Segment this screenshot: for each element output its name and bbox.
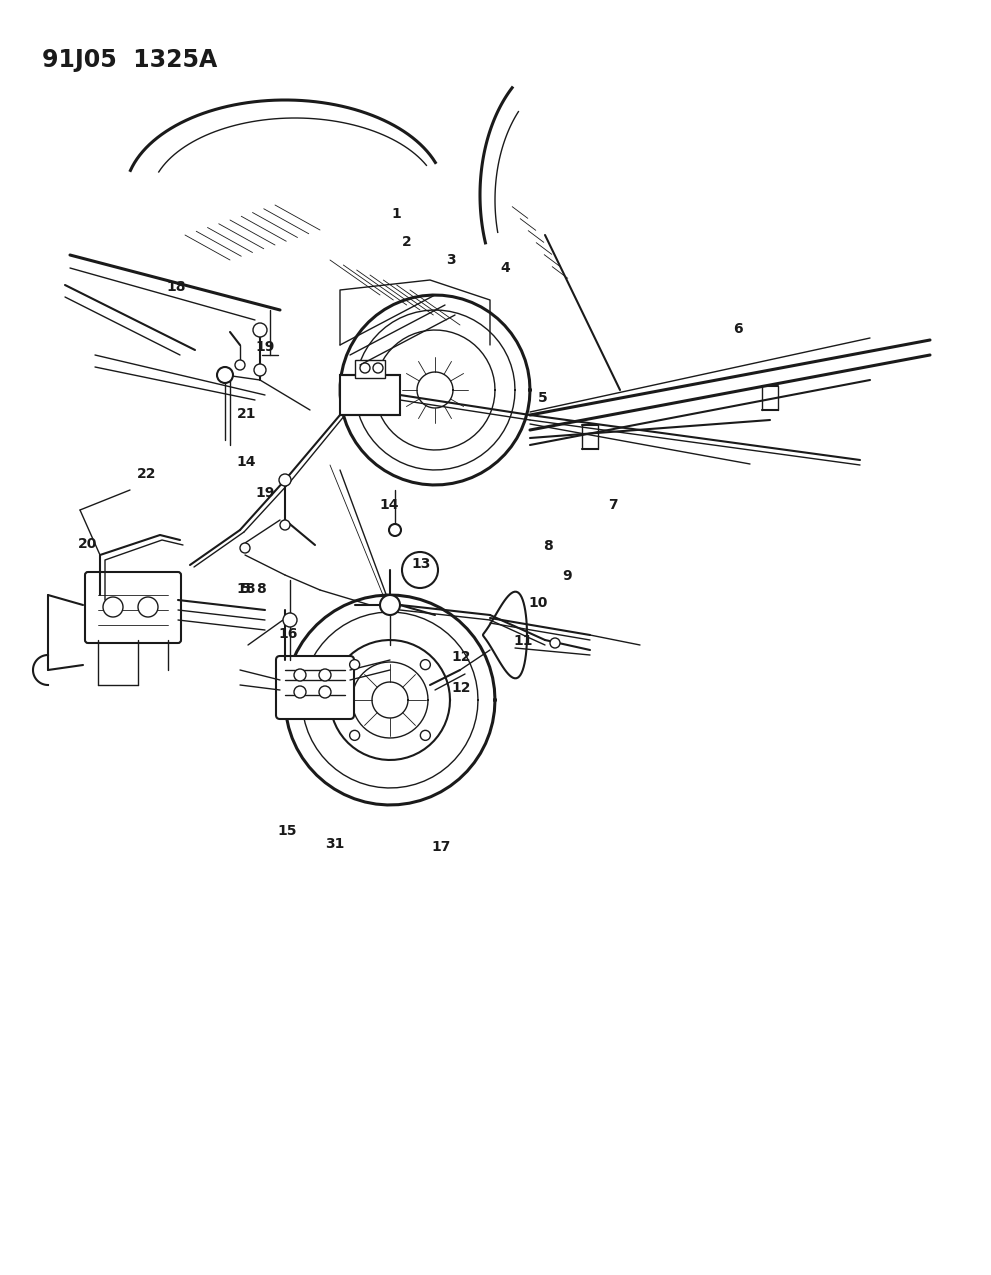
Circle shape (402, 552, 438, 588)
Circle shape (103, 597, 123, 617)
Text: 21: 21 (237, 408, 257, 421)
Text: 18: 18 (236, 583, 256, 595)
Text: 9: 9 (562, 570, 572, 583)
Circle shape (240, 543, 250, 553)
Text: 1: 1 (391, 208, 401, 221)
Text: 19: 19 (256, 487, 275, 500)
Text: 31: 31 (325, 838, 345, 850)
Text: 10: 10 (528, 597, 548, 609)
FancyBboxPatch shape (340, 375, 400, 414)
Text: 5: 5 (538, 391, 548, 404)
Circle shape (283, 613, 297, 627)
Text: 15: 15 (277, 825, 297, 838)
Text: 16: 16 (278, 627, 298, 640)
Circle shape (380, 595, 400, 615)
Circle shape (420, 659, 430, 669)
Circle shape (373, 363, 383, 374)
Circle shape (279, 474, 291, 486)
Text: 20: 20 (77, 538, 97, 551)
Circle shape (217, 367, 233, 382)
Text: 13: 13 (411, 557, 431, 570)
Text: 8: 8 (543, 539, 553, 552)
Circle shape (254, 363, 266, 376)
Text: 12: 12 (451, 650, 471, 663)
FancyBboxPatch shape (85, 572, 181, 643)
Circle shape (138, 597, 158, 617)
Circle shape (420, 731, 430, 741)
Circle shape (350, 659, 360, 669)
Text: 14: 14 (380, 499, 399, 511)
Text: 14: 14 (236, 455, 256, 468)
Text: 3: 3 (446, 254, 456, 266)
Text: 22: 22 (137, 468, 157, 481)
Circle shape (294, 669, 306, 681)
Text: 12: 12 (451, 682, 471, 695)
Bar (355, 360, 385, 377)
Text: 17: 17 (431, 840, 451, 853)
Text: 5: 5 (241, 583, 251, 595)
Text: 11: 11 (513, 635, 533, 648)
Circle shape (294, 686, 306, 697)
Text: 18: 18 (166, 280, 186, 293)
Text: 2: 2 (401, 236, 411, 249)
Circle shape (389, 524, 401, 536)
Text: 7: 7 (607, 499, 617, 511)
Circle shape (280, 520, 290, 530)
FancyBboxPatch shape (276, 657, 354, 719)
Text: 91J05  1325A: 91J05 1325A (42, 48, 217, 71)
Text: 4: 4 (500, 261, 510, 274)
Circle shape (319, 686, 331, 697)
Text: 6: 6 (733, 323, 743, 335)
Text: 8: 8 (256, 583, 266, 595)
Circle shape (253, 323, 267, 337)
Circle shape (360, 363, 370, 374)
Circle shape (319, 669, 331, 681)
Circle shape (350, 731, 360, 741)
Circle shape (235, 360, 245, 370)
Text: 19: 19 (256, 340, 275, 353)
Circle shape (550, 638, 560, 648)
